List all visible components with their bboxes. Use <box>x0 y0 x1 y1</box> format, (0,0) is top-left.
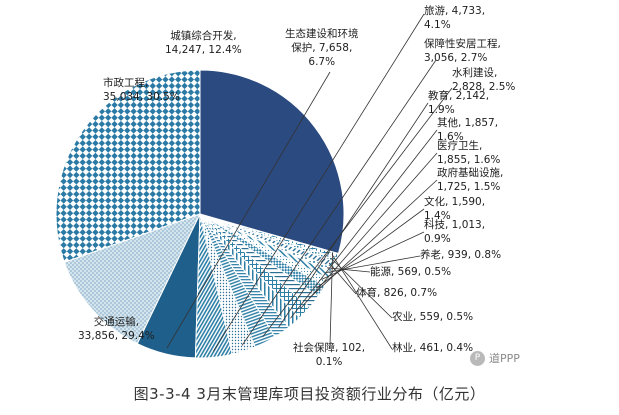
label-tech: 科技, 1,013, 0.9% <box>424 219 486 245</box>
leader-line-other <box>290 129 438 319</box>
leader-line-tourism <box>213 13 425 352</box>
slice-transport <box>199 69 345 255</box>
figure-title: 图3-3-4 3月末管理库项目投资额行业分布（亿元） <box>133 385 486 403</box>
leader-line-eco <box>166 71 331 349</box>
leader-line-social <box>329 252 333 346</box>
label-sports: 体育, 826, 0.7% <box>356 287 438 299</box>
leader-line-sports <box>328 262 357 295</box>
leader-line-elderly <box>324 255 421 274</box>
leader-line-housing <box>241 59 437 346</box>
leader-line-culture <box>316 208 425 289</box>
slice-urban <box>63 213 201 345</box>
slice-municipal <box>55 69 201 263</box>
label-housing: 保障性安居工程, 3,056, 2.7% <box>424 38 501 64</box>
label-culture: 文化, 1,590, 1.4% <box>424 196 486 222</box>
watermark: P 道PPP <box>470 349 520 367</box>
label-education: 教育, 2,142, 1.9% <box>428 90 490 116</box>
label-municipal: 市政工程, 35,034, 30.5% <box>103 77 180 103</box>
label-tourism: 旅游, 4,733, 4.1% <box>424 5 486 31</box>
label-agriculture: 农业, 559, 0.5% <box>392 311 474 323</box>
watermark-icon: P <box>470 350 485 366</box>
label-elderly: 养老, 939, 0.8% <box>420 249 502 261</box>
watermark-text: 道PPP <box>489 352 520 365</box>
label-other: 其他, 1,857, 1.6% <box>437 117 499 143</box>
leader-line-gov <box>309 179 438 299</box>
label-social: 社会保障, 102, 0.1% <box>293 342 366 368</box>
label-medical: 医疗卫生, 1,855, 1.6% <box>437 140 501 166</box>
label-gov: 政府基础设施, 1,725, 1.5% <box>437 167 504 193</box>
leader-line-tech <box>321 231 425 280</box>
leader-line-forestry <box>331 254 393 350</box>
label-forestry: 林业, 461, 0.4% <box>392 342 474 354</box>
label-water: 水利建设, 2,828, 2.5% <box>452 67 516 93</box>
label-transport: 交通运输, 33,856, 29.4% <box>78 316 155 342</box>
leader-line-water <box>262 87 453 338</box>
label-urban: 城镇综合开发, 14,247, 12.4% <box>165 30 242 56</box>
label-energy: 能源, 569, 0.5% <box>370 266 452 278</box>
leader-line-education <box>278 102 429 328</box>
label-eco: 生态建设和环境 保护, 7,658, 6.7% <box>285 28 359 68</box>
